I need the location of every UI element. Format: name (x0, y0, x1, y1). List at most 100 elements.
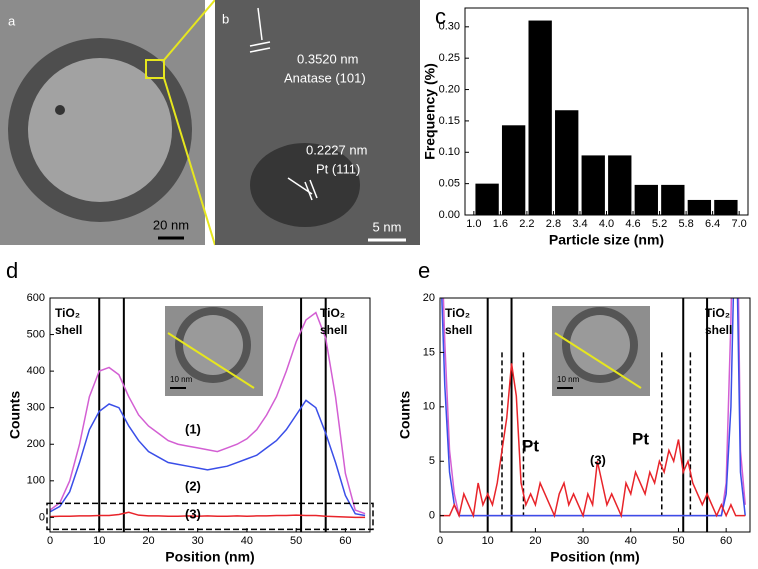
series-label: (2) (185, 478, 201, 493)
x-tick-label: 4.0 (599, 218, 614, 230)
zoom-box (46, 502, 374, 531)
inset-scale: 10 nm (557, 375, 580, 384)
y-tick-label: 200 (27, 438, 45, 450)
bar (661, 184, 685, 215)
x-tick-label: 40 (625, 535, 637, 547)
y-tick-label: 0.25 (439, 52, 460, 64)
y-tick-label: 600 (27, 292, 45, 304)
annotation: TiO₂ (445, 306, 470, 320)
scale-bar-label: 20 nm (153, 217, 189, 232)
x-tick-label: 3.4 (572, 218, 587, 230)
bar (714, 199, 738, 215)
lattice-spacing: 0.3520 nm (297, 51, 358, 66)
inset-image (165, 306, 263, 396)
x-tick-label: 10 (482, 535, 494, 547)
series-line (440, 363, 746, 519)
x-tick-label: 6.4 (705, 218, 720, 230)
tem-image-a (0, 0, 216, 246)
annotation: shell (320, 323, 347, 337)
x-tick-label: 5.2 (652, 218, 667, 230)
x-tick-label: 0 (47, 535, 53, 547)
inset-image (552, 306, 650, 396)
axes-frame (49, 297, 371, 533)
panel-label: b (222, 11, 229, 26)
x-tick-label: 20 (529, 535, 541, 547)
bar (528, 20, 552, 215)
y-tick-label: 5 (429, 455, 435, 467)
series-line (50, 311, 366, 515)
annotation: TiO₂ (320, 306, 345, 320)
x-tick-label: 30 (192, 535, 204, 547)
panel-label: d (6, 258, 18, 283)
x-axis-title: Particle size (nm) (549, 232, 664, 248)
x-tick-label: 4.6 (625, 218, 640, 230)
x-tick-label: 10 (93, 535, 105, 547)
x-axis-title: Position (nm) (165, 549, 254, 565)
bar (555, 110, 579, 215)
y-tick-label: 0.30 (439, 21, 460, 33)
hrtem-image-b (215, 0, 420, 245)
x-tick-label: 2.8 (546, 218, 561, 230)
y-tick-label: 0 (39, 511, 45, 523)
annotation: Pt (632, 429, 649, 448)
plot (50, 298, 366, 532)
y-tick-label: 100 (27, 475, 45, 487)
annotation: Pt (522, 436, 539, 455)
bar (581, 155, 605, 215)
annotation: shell (55, 323, 82, 337)
x-tick-label: 20 (142, 535, 154, 547)
series-line (50, 399, 366, 517)
lattice-plane: Pt (111) (316, 161, 360, 176)
y-tick-label: 0.15 (439, 115, 460, 127)
x-tick-label: 7.0 (732, 218, 747, 230)
x-tick-label: 1.0 (466, 218, 481, 230)
inset-scale: 10 nm (170, 375, 193, 384)
y-tick-label: 300 (27, 402, 45, 414)
annotation: TiO₂ (55, 306, 80, 320)
y-tick-label: 0 (429, 510, 435, 522)
series-line (50, 511, 366, 519)
bar (687, 199, 712, 215)
y-axis-title: Counts (397, 391, 413, 439)
annotation: shell (705, 323, 732, 337)
scale-bar-label: 5 nm (373, 219, 402, 234)
y-tick-label: 15 (423, 346, 435, 358)
y-tick-label: 0.05 (439, 178, 460, 190)
series-label: (3) (185, 506, 201, 521)
lattice-plane: Anatase (101) (284, 70, 366, 85)
x-tick-label: 40 (241, 535, 253, 547)
annotation: shell (445, 323, 472, 337)
annotation: TiO₂ (705, 306, 730, 320)
x-tick-label: 50 (290, 535, 302, 547)
panel-label: c (435, 4, 446, 29)
series-label: (1) (185, 421, 201, 436)
x-tick-label: 0 (437, 535, 443, 547)
y-tick-label: 0.10 (439, 146, 460, 158)
x-tick-label: 1.6 (493, 218, 508, 230)
axes-frame (439, 297, 751, 533)
plot (440, 298, 746, 532)
x-tick-label: 30 (577, 535, 589, 547)
y-tick-label: 0.20 (439, 83, 460, 95)
y-tick-label: 0.00 (439, 209, 460, 221)
x-tick-label: 2.2 (519, 218, 534, 230)
x-tick-label: 5.8 (678, 218, 693, 230)
bar (501, 125, 526, 215)
y-tick-label: 400 (27, 365, 45, 377)
y-axis-title: Frequency (%) (422, 63, 438, 159)
x-axis-title: Position (nm) (550, 549, 639, 565)
y-tick-label: 20 (423, 292, 435, 304)
x-tick-label: 60 (339, 535, 351, 547)
y-tick-label: 500 (27, 328, 45, 340)
bar (608, 155, 632, 215)
panel-label: e (418, 258, 430, 283)
lattice-spacing: 0.2227 nm (306, 142, 367, 157)
y-tick-label: 10 (423, 401, 435, 413)
series-line (441, 298, 746, 517)
x-tick-label: 60 (720, 535, 732, 547)
axes-frame (464, 7, 749, 216)
series-label: (3) (590, 452, 606, 467)
y-axis-title: Counts (7, 391, 23, 439)
bar (634, 184, 658, 215)
plot (475, 20, 738, 215)
